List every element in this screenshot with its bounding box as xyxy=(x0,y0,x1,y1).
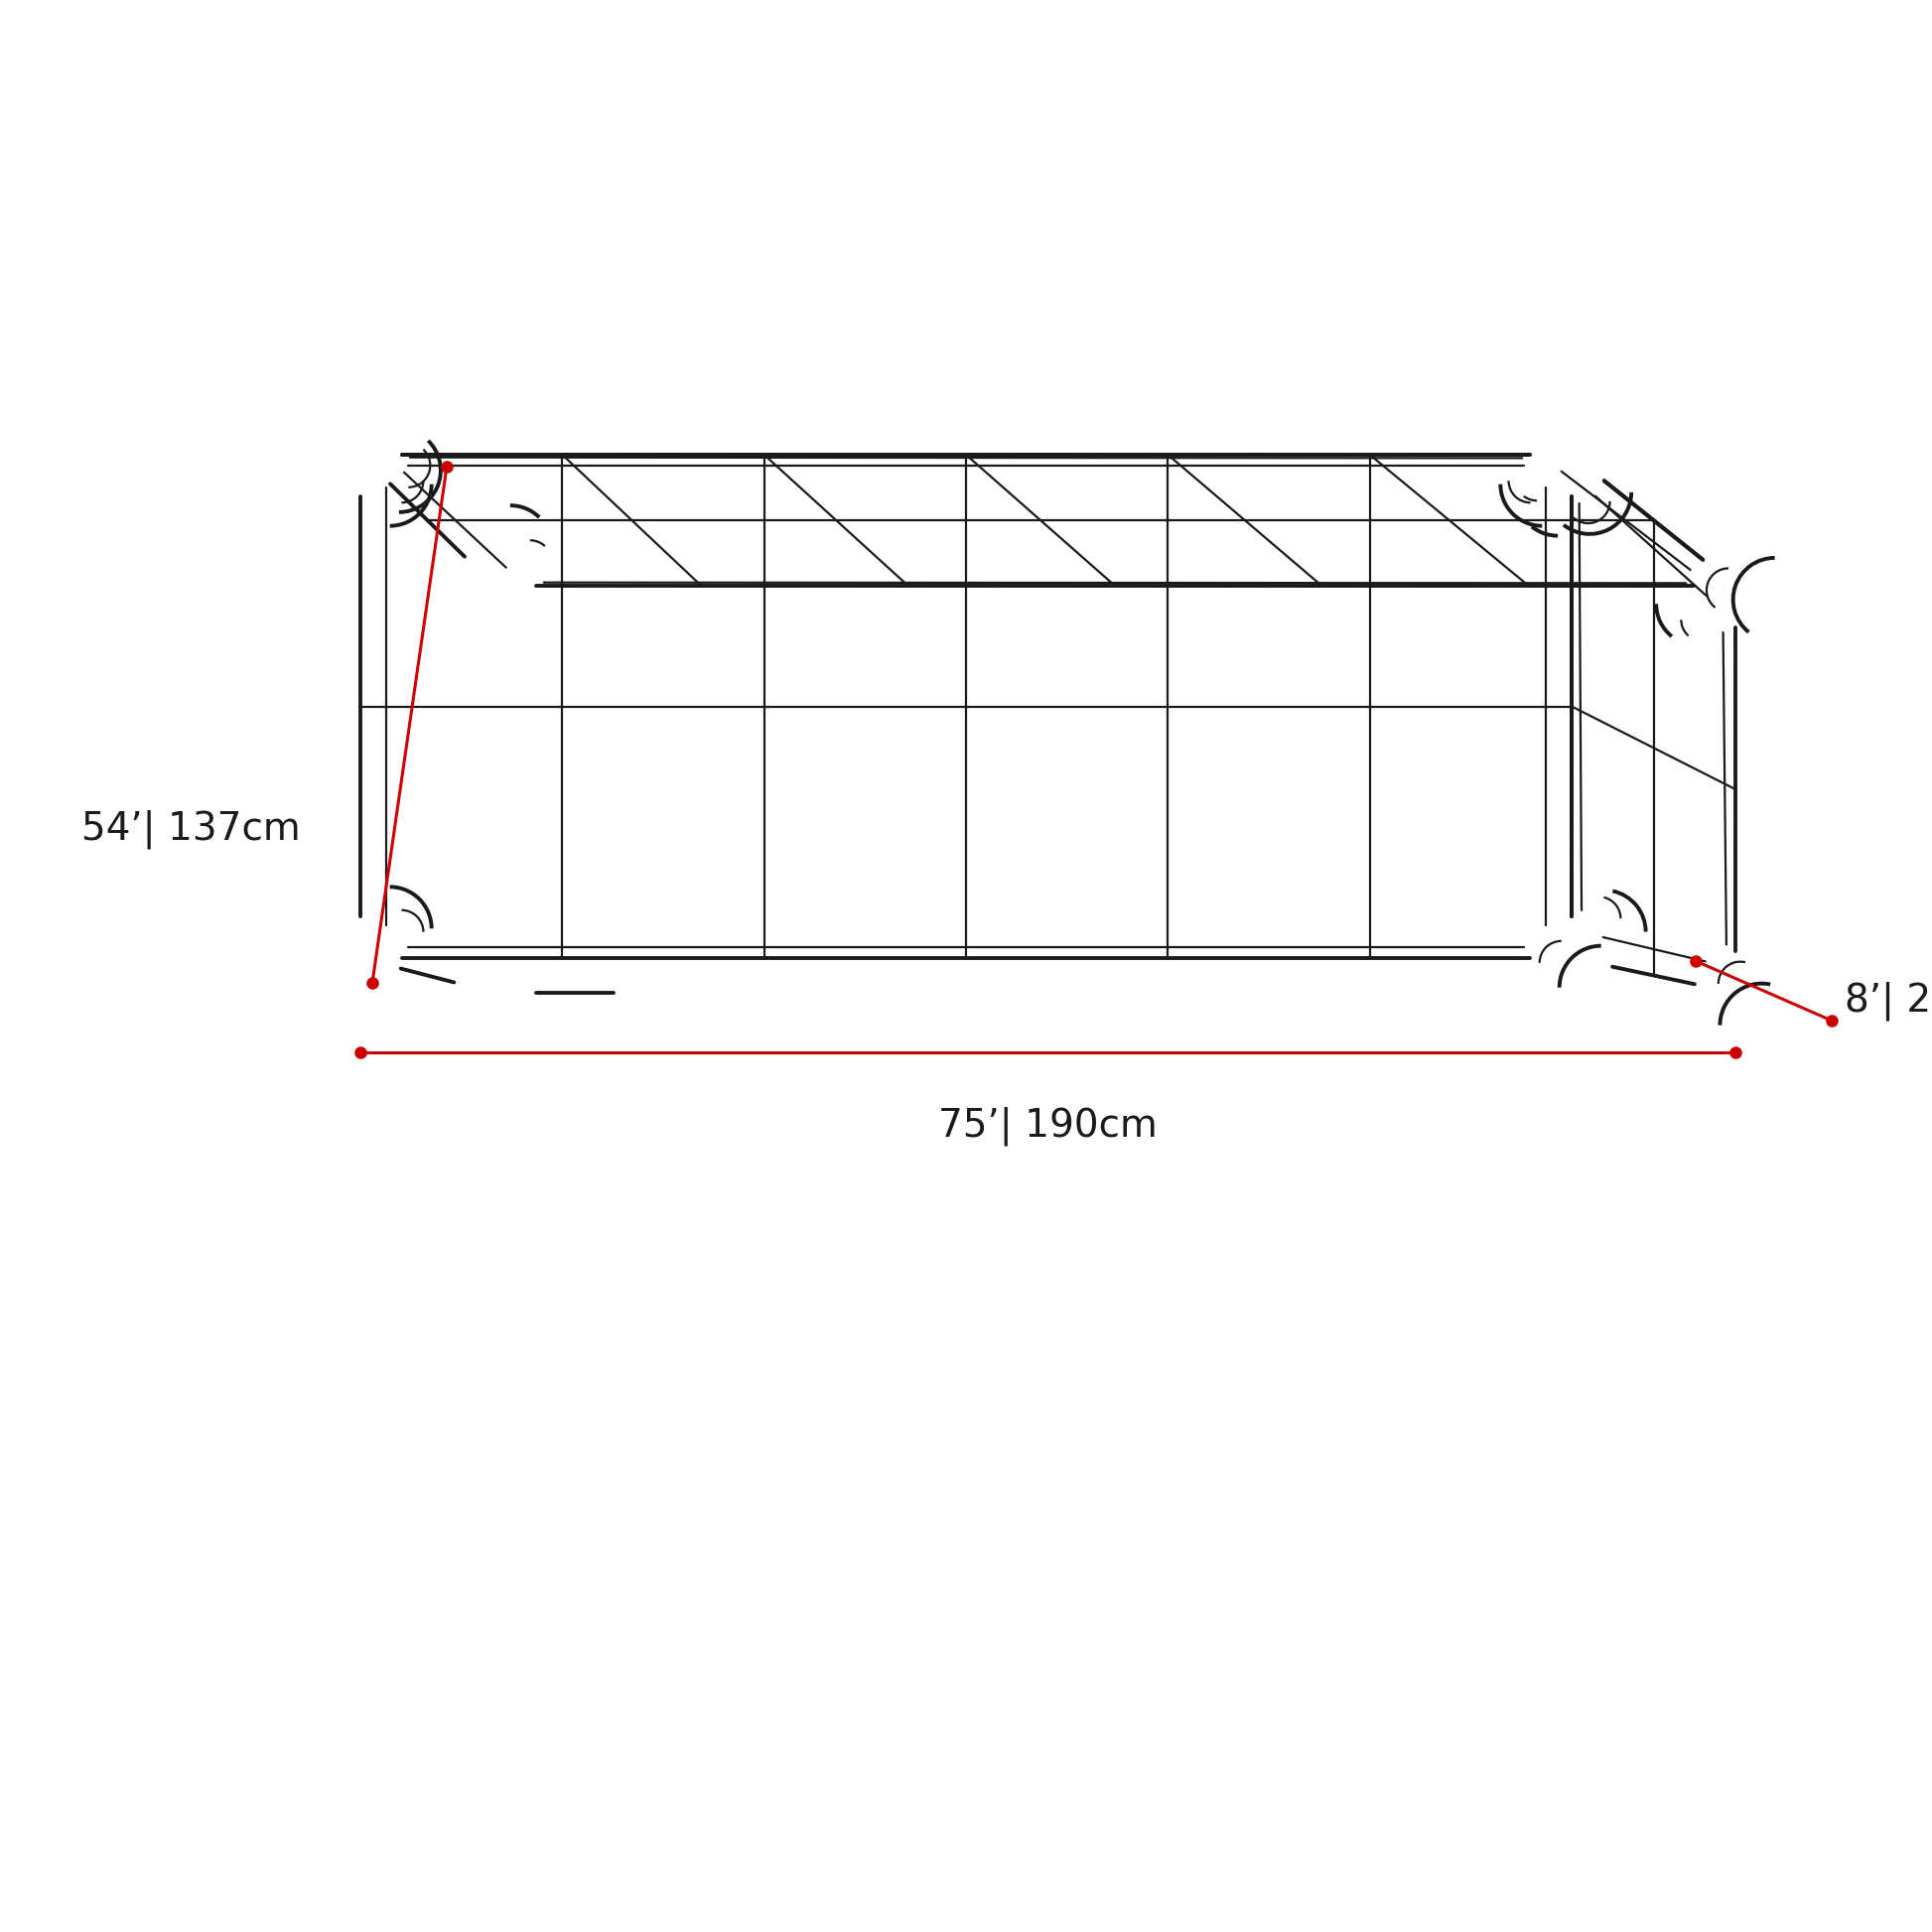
Text: 75’| 190cm: 75’| 190cm xyxy=(939,1107,1157,1146)
Text: 54’| 137cm: 54’| 137cm xyxy=(81,810,301,848)
Text: 8’| 20.5cm: 8’| 20.5cm xyxy=(1845,981,1932,1020)
